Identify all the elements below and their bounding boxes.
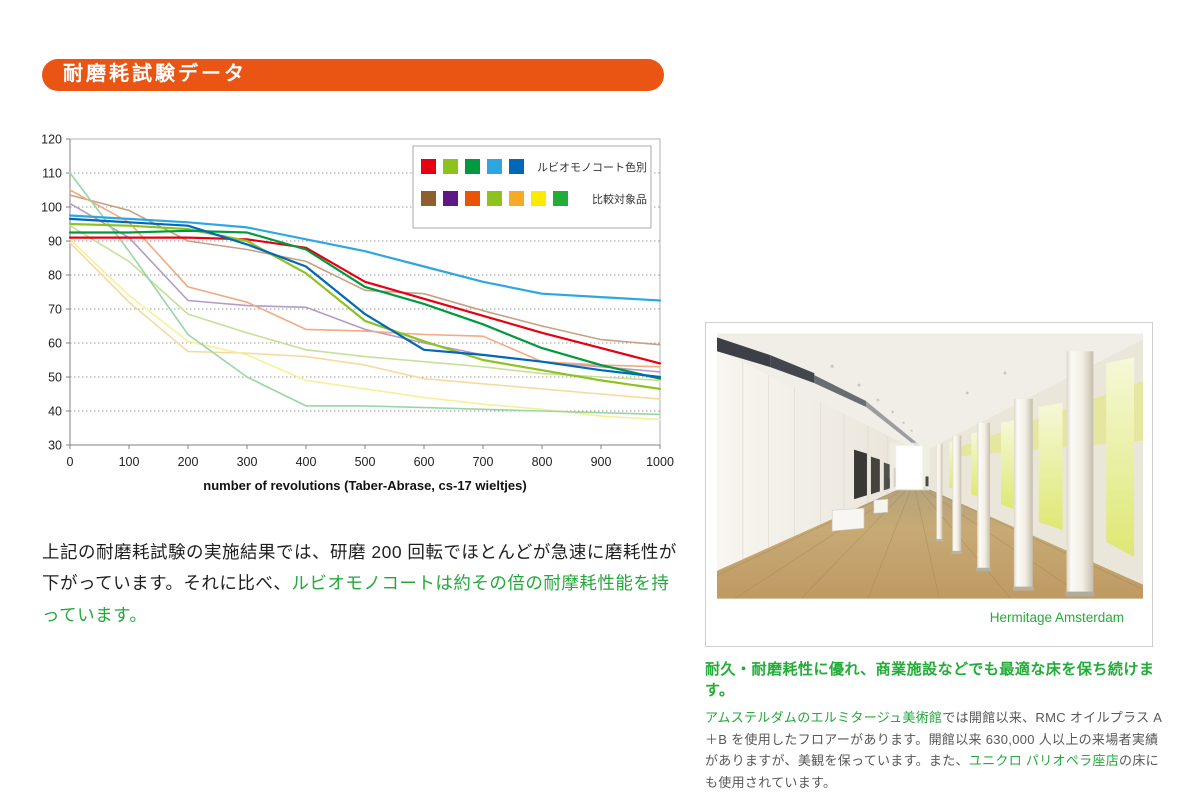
- svg-text:400: 400: [296, 455, 317, 469]
- benefit-paragraph: アムステルダムのエルミタージュ美術館では開館以来、RMC オイルプラス A＋B …: [705, 707, 1167, 793]
- svg-text:500: 500: [355, 455, 376, 469]
- photo-caption: Hermitage Amsterdam: [989, 610, 1124, 625]
- svg-text:100: 100: [119, 455, 140, 469]
- svg-text:30: 30: [48, 439, 62, 453]
- svg-text:900: 900: [591, 455, 612, 469]
- svg-text:number of revolutions (Taber-A: number of revolutions (Taber-Abrase, cs-…: [203, 478, 526, 493]
- section-title-banner: 耐磨耗試験データ: [42, 59, 664, 91]
- result-text-green: ルビオモノコートは約その倍の耐摩耗性能を持っています。: [42, 573, 670, 625]
- benefit-text-green-1: アムステルダムのエルミタージュ美術館: [705, 710, 943, 725]
- benefit-section: 耐久・耐磨耗性に優れ、商業施設などでも最適な床を保ち続けます。 アムステルダムの…: [705, 658, 1167, 793]
- svg-text:50: 50: [48, 371, 62, 385]
- svg-text:300: 300: [237, 455, 258, 469]
- svg-text:40: 40: [48, 405, 62, 419]
- svg-text:600: 600: [414, 455, 435, 469]
- svg-text:110: 110: [42, 167, 62, 181]
- svg-text:1000: 1000: [646, 455, 674, 469]
- svg-text:比較対象品: 比較対象品: [592, 192, 647, 206]
- section-title: 耐磨耗試験データ: [63, 63, 247, 85]
- benefit-text-green-2: ユニクロ パリオペラ座店: [968, 753, 1120, 768]
- svg-text:90: 90: [48, 235, 62, 249]
- svg-text:120: 120: [41, 133, 62, 147]
- svg-text:100: 100: [41, 201, 62, 215]
- svg-text:70: 70: [48, 303, 62, 317]
- svg-text:ルビオモノコート色別: ルビオモノコート色別: [537, 160, 647, 174]
- photo-card: Hermitage Amsterdam: [705, 322, 1153, 647]
- abrasion-chart: 30 40 50 60 70 80 90 100 110 120 0 100 200 300 400 500 6…: [41, 133, 674, 494]
- svg-text:0: 0: [67, 455, 74, 469]
- result-paragraph: 上記の耐磨耗試験の実施結果では、研磨 200 回転でほとんどが急速に磨耗性が下が…: [42, 537, 684, 632]
- svg-text:200: 200: [178, 455, 199, 469]
- svg-text:800: 800: [532, 455, 553, 469]
- benefit-heading: 耐久・耐磨耗性に優れ、商業施設などでも最適な床を保ち続けます。: [705, 661, 1155, 699]
- benefit-text-gray-2: の床にも使用されています。: [705, 753, 1159, 790]
- svg-text:80: 80: [48, 269, 62, 283]
- abrasion-chart-figure: 30 40 50 60 70 80 90 100 110 120 0 100 200 300 400 500 6…: [40, 128, 680, 500]
- result-text-black: 上記の耐磨耗試験の実施結果では、研磨 200 回転でほとんどが急速に磨耗性が下が…: [42, 541, 677, 594]
- benefit-text-gray-1: では開館以来、RMC オイルプラス A＋B を使用したフロアーがあります。開館以…: [705, 710, 1163, 768]
- svg-text:700: 700: [473, 455, 494, 469]
- hermitage-photo: [717, 333, 1143, 599]
- svg-text:60: 60: [48, 337, 62, 351]
